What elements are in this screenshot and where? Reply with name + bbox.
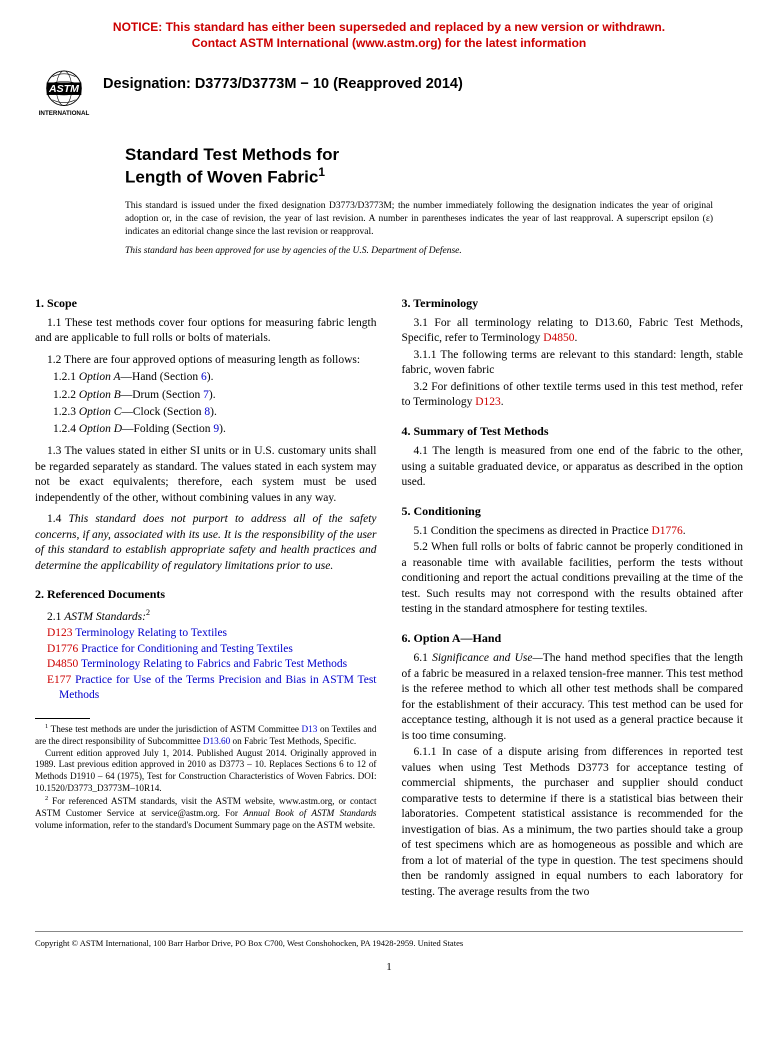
title-sup: 1 <box>318 165 325 179</box>
ref-d4850: D4850 Terminology Relating to Fabrics an… <box>35 657 377 673</box>
ref-d1776: D1776 Practice for Conditioning and Test… <box>35 642 377 658</box>
para-2-1: 2.1 ASTM Standards:2 <box>35 608 377 625</box>
notice-line-2: Contact ASTM International (www.astm.org… <box>192 36 586 50</box>
para-6-1-1: 6.1.1 In case of a dispute arising from … <box>402 745 744 900</box>
column-left: 1. Scope 1.1 These test methods cover fo… <box>35 283 377 902</box>
link-d4850[interactable]: D4850 <box>47 658 78 670</box>
para-1-1: 1.1 These test methods cover four option… <box>35 316 377 347</box>
link-d1776[interactable]: D1776 <box>47 643 78 655</box>
link-d123-title[interactable]: Terminology Relating to Textiles <box>73 627 227 639</box>
link-d4850-title[interactable]: Terminology Relating to Fabrics and Fabr… <box>78 658 347 670</box>
designation: Designation: D3773/D3773M − 10 (Reapprov… <box>103 69 463 95</box>
ref-e177: E177 Practice for Use of the Terms Preci… <box>35 673 377 704</box>
heading-option-a: 6. Option A—Hand <box>402 630 744 646</box>
heading-conditioning: 5. Conditioning <box>402 503 744 519</box>
column-right: 3. Terminology 3.1 For all terminology r… <box>402 283 744 902</box>
ref-d123: D123 Terminology Relating to Textiles <box>35 626 377 642</box>
link-d1776-title[interactable]: Practice for Conditioning and Testing Te… <box>78 643 293 655</box>
para-4-1: 4.1 The length is measured from one end … <box>402 444 744 491</box>
footer-line <box>35 931 743 932</box>
intro-italic: This standard has been approved for use … <box>125 245 713 258</box>
footnote-2: 2 For referenced ASTM standards, visit t… <box>35 795 377 832</box>
link-d4850-inline[interactable]: D4850 <box>543 332 574 344</box>
intro-text: This standard is issued under the fixed … <box>125 200 713 238</box>
link-d1776-inline[interactable]: D1776 <box>651 525 682 537</box>
option-d: 1.2.4 Option D—Folding (Section 9). <box>53 421 377 438</box>
notice-banner: NOTICE: This standard has either been su… <box>35 20 743 51</box>
page-number: 1 <box>35 960 743 975</box>
link-e177-title[interactable]: Practice for Use of the Terms Precision … <box>59 674 377 702</box>
para-5-1: 5.1 Condition the specimens as directed … <box>402 524 744 540</box>
link-e177[interactable]: E177 <box>47 674 71 686</box>
footnote-divider <box>35 718 90 719</box>
heading-terminology: 3. Terminology <box>402 295 744 311</box>
para-3-1: 3.1 For all terminology relating to D13.… <box>402 316 744 347</box>
header-row: ASTM INTERNATIONAL Designation: D3773/D3… <box>35 69 743 119</box>
para-1-2: 1.2 There are four approved options of m… <box>35 353 377 369</box>
footnote-1b: Current edition approved July 1, 2014. P… <box>35 748 377 796</box>
para-3-2: 3.2 For definitions of other textile ter… <box>402 380 744 411</box>
svg-text:INTERNATIONAL: INTERNATIONAL <box>39 110 90 117</box>
para-1-4: 1.4 This standard does not purport to ad… <box>35 512 377 574</box>
astm-logo: ASTM INTERNATIONAL <box>35 69 93 119</box>
para-5-2: 5.2 When full rolls or bolts of fabric c… <box>402 540 744 618</box>
title-line-2: Length of Woven Fabric <box>125 168 318 187</box>
link-d123-inline[interactable]: D123 <box>475 396 501 408</box>
footnote-1: 1 These test methods are under the juris… <box>35 723 377 748</box>
para-6-1: 6.1 Significance and Use—The hand method… <box>402 651 744 744</box>
link-subcommittee[interactable]: D13.60 <box>203 736 230 746</box>
columns: 1. Scope 1.1 These test methods cover fo… <box>35 283 743 902</box>
para-1-3: 1.3 The values stated in either SI units… <box>35 444 377 506</box>
para-3-1-1: 3.1.1 The following terms are relevant t… <box>402 348 744 379</box>
heading-scope: 1. Scope <box>35 295 377 311</box>
title-block: Standard Test Methods for Length of Wove… <box>125 144 743 188</box>
title-line-1: Standard Test Methods for <box>125 145 339 164</box>
copyright: Copyright © ASTM International, 100 Barr… <box>35 938 743 949</box>
heading-referenced: 2. Referenced Documents <box>35 586 377 602</box>
option-b: 1.2.2 Option B—Drum (Section 7). <box>53 387 377 404</box>
option-a: 1.2.1 Option A—Hand (Section 6). <box>53 369 377 386</box>
svg-text:ASTM: ASTM <box>48 83 79 95</box>
option-c: 1.2.3 Option C—Clock (Section 8). <box>53 404 377 421</box>
link-d123[interactable]: D123 <box>47 627 73 639</box>
heading-summary: 4. Summary of Test Methods <box>402 423 744 439</box>
link-committee-d13[interactable]: D13 <box>302 724 318 734</box>
notice-line-1: NOTICE: This standard has either been su… <box>113 20 665 34</box>
